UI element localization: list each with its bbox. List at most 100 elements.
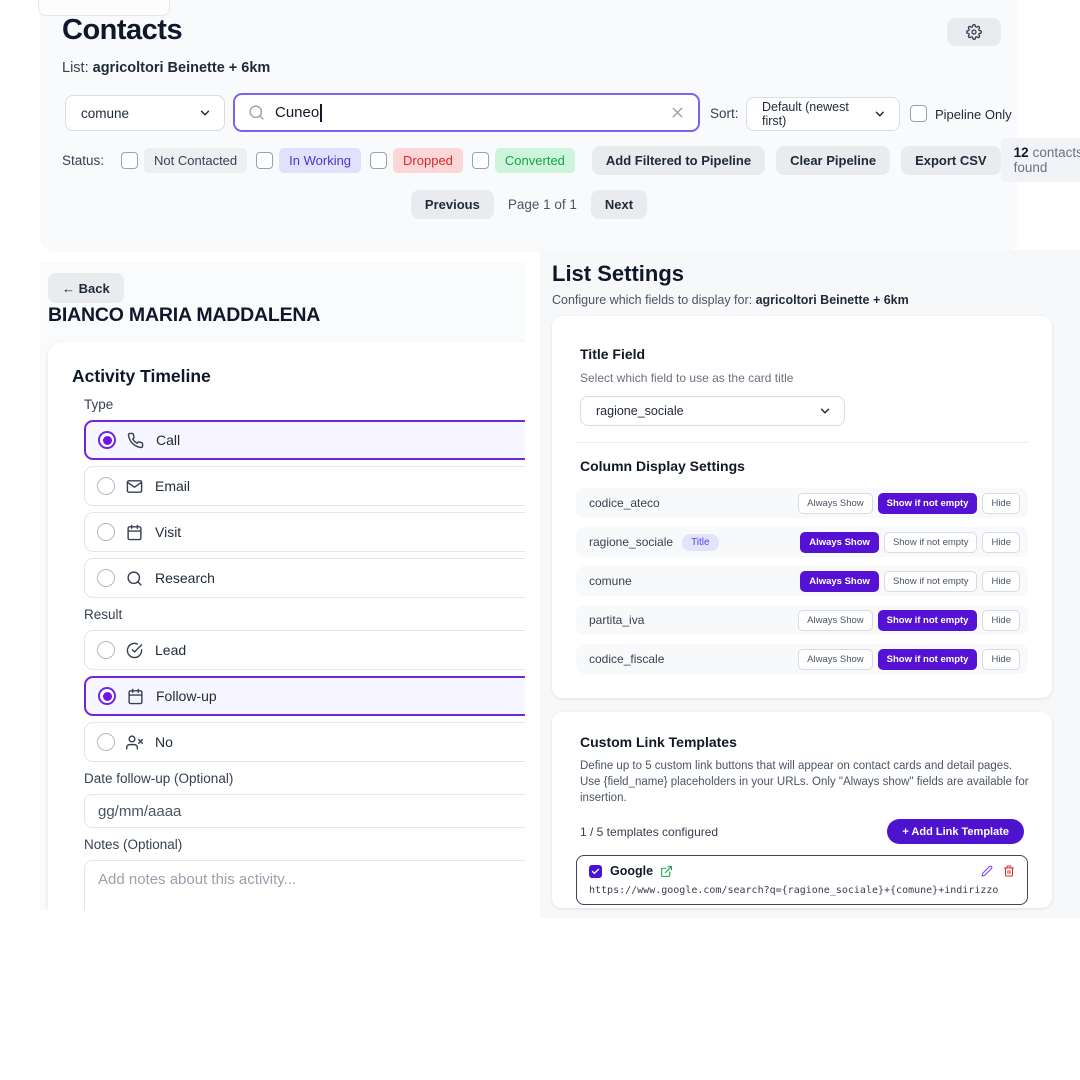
- search-icon: [126, 570, 143, 587]
- edit-template-icon[interactable]: [981, 865, 993, 877]
- chevron-down-icon: [873, 107, 887, 121]
- search-input[interactable]: Cuneo: [233, 93, 700, 132]
- add-filtered-to-pipeline-button[interactable]: Add Filtered to Pipeline: [591, 145, 766, 175]
- next-page-button[interactable]: Next: [590, 190, 648, 219]
- hide-button-comune[interactable]: Hide: [982, 570, 1020, 592]
- search-icon: [248, 104, 265, 121]
- back-button[interactable]: ← Back: [48, 273, 124, 303]
- hide-button-partita_iva[interactable]: Hide: [982, 609, 1020, 631]
- calendar-icon: [127, 688, 144, 705]
- status-badge-converted: Converted: [494, 147, 575, 173]
- template-url: https://www.google.com/search?q={ragione…: [589, 885, 999, 897]
- title-field-select[interactable]: ragione_sociale: [580, 396, 845, 426]
- always-show-button-partita_iva[interactable]: Always Show: [798, 609, 873, 631]
- column-row-ragione_sociale: ragione_sociale Title Always Show Show if n…: [576, 527, 1028, 557]
- result-option-follow-up[interactable]: Follow-up: [84, 676, 525, 716]
- external-link-icon[interactable]: [660, 865, 673, 878]
- activity-timeline-title: Activity Timeline: [72, 366, 211, 386]
- gear-icon: [966, 24, 982, 40]
- contact-detail-panel: ← Back BIANCO MARIA MADDALENA Activity T…: [40, 262, 525, 910]
- divider: [576, 442, 1028, 443]
- status-filter-row: Status: Not Contacted In Working Dropped Co…: [62, 138, 1080, 182]
- type-option-call[interactable]: Call: [84, 420, 525, 460]
- previous-page-button[interactable]: Previous: [410, 190, 494, 219]
- always-show-button-codice_fiscale[interactable]: Always Show: [798, 648, 873, 670]
- status-checkbox-in-working[interactable]: [256, 151, 274, 169]
- notes-textarea[interactable]: Add notes about this activity...: [84, 860, 525, 910]
- export-csv-button[interactable]: Export CSV: [901, 145, 1001, 175]
- hide-button-codice_ateco[interactable]: Hide: [982, 492, 1020, 514]
- always-show-button-codice_ateco[interactable]: Always Show: [798, 492, 873, 514]
- calendar-icon: [126, 524, 143, 541]
- show-if-not-empty-button-codice_ateco[interactable]: Show if not empty: [877, 492, 978, 514]
- custom-links-card: Custom Link Templates Define up to 5 cus…: [552, 712, 1052, 908]
- mail-icon: [126, 478, 143, 495]
- hide-button-ragione_sociale[interactable]: Hide: [982, 531, 1020, 553]
- sort-select[interactable]: Default (newest first): [746, 97, 900, 131]
- column-field-name: ragione_sociale: [589, 535, 674, 549]
- display-settings-card: Title Field Select which field to use as…: [552, 316, 1052, 698]
- column-field-name: codice_ateco: [589, 496, 660, 510]
- sort-value: Default (newest first): [762, 100, 849, 128]
- user-x-icon: [126, 734, 143, 751]
- radio-call: [98, 431, 116, 449]
- clear-pipeline-button[interactable]: Clear Pipeline: [776, 145, 891, 175]
- status-checkbox-not-contacted[interactable]: [121, 151, 139, 169]
- status-badge-not-contacted: Not Contacted: [144, 147, 248, 173]
- column-row-left: partita_iva: [589, 613, 644, 627]
- type-option-visit[interactable]: Visit: [84, 512, 525, 552]
- list-settings-panel: List Settings Configure which fields to …: [540, 250, 1080, 918]
- date-followup-input[interactable]: gg/mm/aaaa: [84, 794, 525, 828]
- template-enabled-checkbox[interactable]: [589, 864, 602, 878]
- always-show-button-comune[interactable]: Always Show: [800, 570, 879, 592]
- result-option-no[interactable]: No: [84, 722, 525, 762]
- column-row-codice_fiscale: codice_fiscale Always Show Show if not emp…: [576, 644, 1028, 674]
- result-option-label: No: [155, 734, 173, 750]
- date-placeholder: gg/mm/aaaa: [98, 802, 182, 820]
- column-display-heading: Column Display Settings: [580, 458, 745, 474]
- contact-name: BIANCO MARIA MADDALENA: [48, 304, 321, 326]
- type-option-label: Visit: [155, 524, 182, 540]
- type-option-research[interactable]: Research: [84, 558, 525, 598]
- list-subtitle: List: agricoltori Beinette + 6km: [62, 60, 270, 76]
- chevron-down-icon: [198, 106, 212, 120]
- title-field-heading: Title Field: [580, 346, 646, 362]
- pipeline-only-checkbox[interactable]: [910, 105, 927, 122]
- delete-template-icon[interactable]: [1003, 865, 1015, 877]
- type-option-email[interactable]: Email: [84, 466, 525, 506]
- status-checkbox-dropped[interactable]: [370, 151, 388, 169]
- add-link-template-button[interactable]: + Add Link Template: [887, 819, 1024, 845]
- column-row-partita_iva: partita_iva Always Show Show if not empty H…: [576, 605, 1028, 635]
- show-if-not-empty-button-comune[interactable]: Show if not empty: [883, 570, 978, 592]
- custom-links-heading: Custom Link Templates: [580, 734, 737, 750]
- pagination: Previous Page 1 of 1 Next: [40, 190, 1018, 219]
- result-label: Result: [84, 607, 123, 622]
- title-field-value: ragione_sociale: [596, 404, 684, 418]
- show-if-not-empty-button-ragione_sociale[interactable]: Show if not empty: [883, 531, 978, 553]
- list-settings-title: List Settings: [552, 261, 685, 286]
- settings-gear-button[interactable]: [947, 18, 1001, 46]
- show-if-not-empty-button-partita_iva[interactable]: Show if not empty: [877, 609, 978, 631]
- phone-icon: [127, 432, 144, 449]
- results-count: 12: [1013, 145, 1029, 160]
- field-filter-select[interactable]: comune: [65, 95, 225, 131]
- always-show-button-ragione_sociale[interactable]: Always Show: [800, 531, 879, 553]
- contacts-panel: Contacts List: agricoltori Beinette + 6k…: [40, 0, 1080, 252]
- date-followup-label: Date follow-up (Optional): [84, 771, 234, 786]
- title-badge: Title: [682, 533, 719, 551]
- column-row-left: comune: [589, 574, 632, 588]
- status-label: Status:: [62, 152, 105, 168]
- results-suffix: contacts found: [1013, 145, 1080, 175]
- status-checkbox-converted[interactable]: [471, 151, 489, 169]
- clear-search-icon[interactable]: [669, 104, 686, 121]
- subtitle-list-name: agricoltori Beinette + 6km: [755, 293, 909, 307]
- column-mode-buttons: Always Show Show if not empty Hide: [800, 531, 1020, 553]
- show-if-not-empty-button-codice_fiscale[interactable]: Show if not empty: [877, 648, 978, 670]
- template-name: Google: [610, 864, 654, 879]
- result-option-lead[interactable]: Lead: [84, 630, 525, 670]
- radio-visit: [97, 523, 115, 541]
- radio-lead: [97, 641, 115, 659]
- search-value: Cuneo: [275, 104, 320, 121]
- hide-button-codice_fiscale[interactable]: Hide: [982, 648, 1020, 670]
